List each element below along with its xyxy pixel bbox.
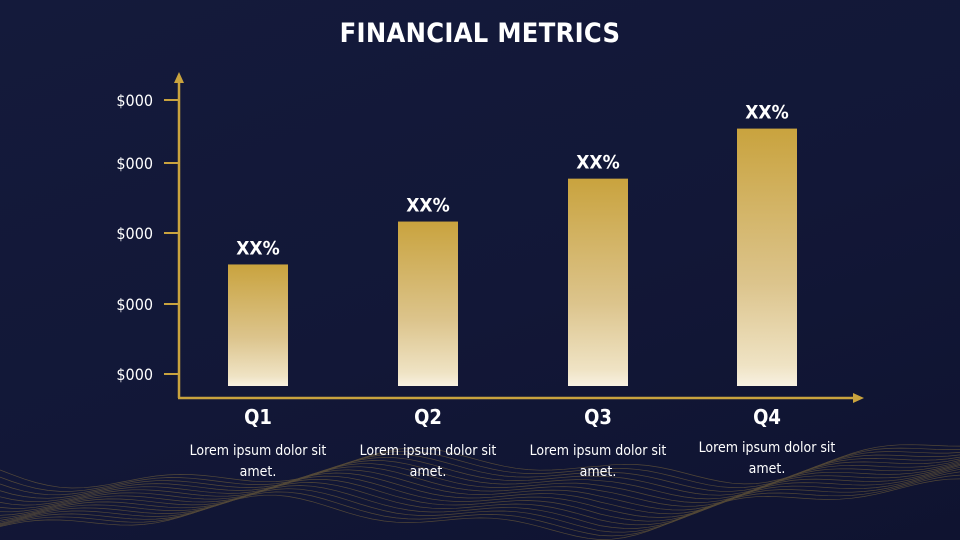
wave-line — [0, 460, 960, 509]
wave-line — [0, 465, 960, 522]
x-axis-arrow — [853, 393, 864, 403]
category-label: Q2 — [414, 405, 442, 429]
wave-line — [0, 454, 960, 499]
decorative-wave-lines — [0, 444, 960, 540]
category-label: Q1 — [244, 405, 272, 429]
y-tick-label: $000 — [116, 295, 153, 314]
slide-title: FINANCIAL METRICS — [339, 18, 621, 49]
category-description: Lorem ipsum dolor sit amet. — [189, 443, 327, 480]
bar-q2 — [398, 221, 458, 386]
wave-line — [0, 463, 960, 519]
bar-data-label: XX% — [406, 195, 450, 217]
chart-axes — [174, 72, 864, 403]
wave-line — [0, 458, 960, 506]
wave-line — [0, 474, 960, 537]
y-tick-label: $000 — [116, 91, 153, 110]
category-label: Q4 — [753, 405, 781, 429]
category-description: Lorem ipsum dolor sit amet. — [698, 440, 836, 477]
wave-line — [0, 468, 960, 529]
bar-data-label: XX% — [745, 102, 789, 124]
wave-line — [0, 466, 960, 526]
wave-line — [0, 462, 960, 516]
bar-q3 — [568, 178, 628, 386]
wave-line — [0, 478, 960, 540]
wave-line — [0, 444, 960, 489]
wave-line — [0, 447, 960, 492]
category-description: Lorem ipsum dolor sit amet. — [529, 443, 667, 480]
bar-q4 — [737, 128, 797, 386]
y-tick-label: $000 — [116, 154, 153, 173]
category-description: Lorem ipsum dolor sit amet. — [359, 443, 497, 480]
category-label: Q3 — [584, 405, 612, 429]
y-tick-label: $000 — [116, 365, 153, 384]
wave-line — [0, 456, 960, 503]
y-axis-arrow — [174, 72, 184, 83]
wave-line — [0, 461, 960, 513]
bar-data-label: XX% — [576, 152, 620, 174]
bar-data-label: XX% — [236, 237, 280, 259]
bar-q1 — [228, 264, 288, 386]
y-tick-label: $000 — [116, 224, 153, 243]
wave-line — [0, 451, 960, 496]
wave-line — [0, 471, 960, 533]
